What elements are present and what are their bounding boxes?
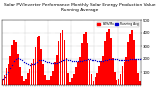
- Bar: [89, 60, 90, 85]
- Bar: [52, 71, 54, 85]
- Bar: [85, 32, 87, 85]
- Bar: [135, 59, 137, 85]
- Bar: [139, 81, 141, 85]
- Bar: [124, 62, 125, 85]
- Legend: kWh/Mo, Running Avg: kWh/Mo, Running Avg: [97, 22, 139, 27]
- Bar: [50, 76, 52, 85]
- Bar: [13, 40, 15, 85]
- Bar: [25, 78, 27, 85]
- Bar: [36, 37, 38, 85]
- Bar: [93, 81, 94, 85]
- Bar: [42, 64, 44, 85]
- Bar: [110, 38, 112, 85]
- Bar: [35, 47, 36, 85]
- Bar: [2, 79, 3, 85]
- Bar: [106, 32, 108, 85]
- Bar: [27, 73, 28, 85]
- Bar: [122, 66, 123, 85]
- Bar: [19, 67, 21, 85]
- Bar: [137, 73, 139, 85]
- Bar: [75, 67, 77, 85]
- Bar: [44, 75, 46, 85]
- Bar: [68, 73, 69, 85]
- Bar: [102, 56, 104, 85]
- Bar: [104, 41, 106, 85]
- Bar: [108, 29, 110, 85]
- Bar: [95, 77, 96, 85]
- Bar: [9, 56, 11, 85]
- Bar: [40, 49, 42, 85]
- Bar: [77, 62, 79, 85]
- Bar: [127, 42, 129, 85]
- Bar: [60, 33, 61, 85]
- Bar: [23, 81, 25, 85]
- Bar: [120, 74, 121, 85]
- Text: Solar PV/Inverter Performance Monthly Solar Energy Production Value Running Aver: Solar PV/Inverter Performance Monthly So…: [4, 3, 156, 12]
- Bar: [131, 30, 133, 85]
- Bar: [29, 69, 30, 85]
- Bar: [6, 68, 7, 85]
- Bar: [64, 40, 65, 85]
- Bar: [116, 80, 117, 85]
- Bar: [114, 72, 116, 85]
- Bar: [100, 61, 102, 85]
- Bar: [48, 80, 50, 85]
- Bar: [17, 54, 19, 85]
- Bar: [56, 55, 58, 85]
- Bar: [129, 34, 131, 85]
- Bar: [87, 43, 88, 85]
- Bar: [58, 41, 60, 85]
- Bar: [54, 62, 56, 85]
- Bar: [33, 59, 34, 85]
- Bar: [71, 78, 73, 85]
- Bar: [79, 57, 81, 85]
- Bar: [31, 63, 32, 85]
- Bar: [112, 58, 114, 85]
- Bar: [83, 34, 85, 85]
- Bar: [4, 75, 5, 85]
- Bar: [98, 66, 100, 85]
- Bar: [15, 42, 17, 85]
- Bar: [81, 43, 83, 85]
- Bar: [62, 30, 63, 85]
- Bar: [69, 82, 71, 85]
- Bar: [8, 64, 9, 85]
- Bar: [118, 78, 119, 85]
- Bar: [38, 36, 40, 85]
- Bar: [96, 73, 98, 85]
- Bar: [91, 74, 92, 85]
- Bar: [66, 58, 67, 85]
- Bar: [73, 74, 75, 85]
- Bar: [125, 57, 127, 85]
- Bar: [21, 76, 23, 85]
- Bar: [133, 40, 135, 85]
- Bar: [46, 80, 48, 85]
- Bar: [11, 45, 13, 85]
